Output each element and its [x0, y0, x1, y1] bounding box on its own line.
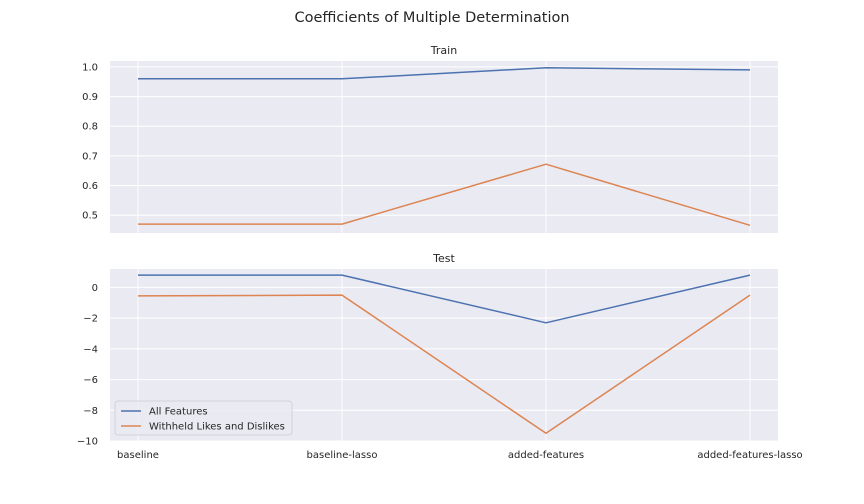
series-line-all-features: [138, 67, 751, 80]
y-tick-label: 0.7: [82, 151, 98, 162]
figure-title: Coefficients of Multiple Determination: [294, 10, 569, 26]
y-tick-label: 0.5: [82, 211, 98, 222]
y-tick-label: 0.6: [82, 181, 98, 192]
series-line-withheld-likes-and-dislikes: [137, 294, 751, 435]
y-tick-label: −4: [83, 344, 98, 355]
x-tick-label: added-features: [508, 450, 584, 461]
panel-title: Train: [430, 44, 457, 57]
legend: All Features Withheld Likes and Dislikes: [114, 400, 293, 436]
legend-label: Withheld Likes and Dislikes: [149, 422, 285, 433]
x-tick-label: baseline-lasso: [307, 450, 378, 461]
plot-background: [110, 61, 778, 233]
series-line-all-features: [138, 274, 751, 324]
legend-box: [114, 400, 293, 436]
y-tick-label: −8: [83, 406, 98, 417]
x-tick-label: baseline: [117, 450, 159, 461]
y-tick-label: 0.9: [82, 92, 98, 103]
series-line-withheld-likes-and-dislikes: [138, 163, 751, 227]
panel-title: Test: [432, 252, 455, 265]
y-tick-label: 0: [92, 283, 98, 294]
x-tick-label: added-features-lasso: [697, 450, 802, 461]
y-tick-label: −2: [83, 314, 98, 325]
panel-train: 0.5 0.6 0.7 0.8 0.9 1.0 Train: [82, 44, 778, 233]
panel-test: −10 −8 −6 −4 −2 0 Test baseline baseline-lasso ad…: [77, 252, 803, 461]
y-tick-label: 1.0: [82, 62, 98, 73]
y-tick-label: −10: [77, 437, 98, 448]
y-tick-label: −6: [83, 375, 98, 386]
legend-label: All Features: [149, 407, 208, 418]
y-tick-label: 0.8: [82, 122, 98, 133]
